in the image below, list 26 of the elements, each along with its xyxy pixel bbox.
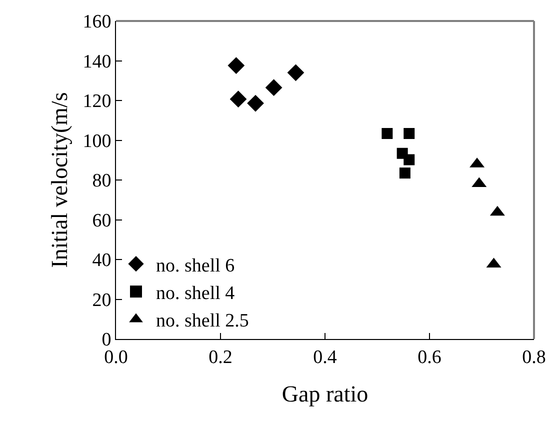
point	[287, 64, 304, 82]
y-tick-label: 80	[92, 170, 112, 192]
point	[382, 128, 393, 139]
point	[404, 154, 415, 166]
y-tick-label: 100	[82, 130, 112, 152]
y-tick-label: 140	[82, 51, 112, 72]
legend-label: no. shell 4	[156, 282, 236, 304]
y-tick-label: 40	[92, 250, 112, 272]
y-tick-label: 60	[92, 210, 112, 232]
y-tick-label: 20	[92, 290, 112, 311]
x-tick-label: 0.8	[522, 346, 546, 368]
x-axis-title: Gap ratio	[282, 381, 368, 406]
point	[228, 57, 245, 74]
point	[265, 79, 282, 96]
x-tick-label: 0.4	[313, 346, 338, 368]
point	[247, 94, 264, 112]
point	[230, 90, 247, 108]
legend-label: no. shell 2.5	[156, 310, 249, 332]
legend-label: no. shell 6	[156, 255, 235, 276]
x-tick-label: 0.6	[418, 346, 442, 368]
y-axis-title: Initial velocity(m/s	[47, 92, 72, 268]
point	[404, 128, 415, 139]
y-tick-label: 120	[82, 91, 112, 112]
y-tick-label: 160	[82, 12, 112, 33]
point	[399, 168, 410, 179]
x-tick-label: 0.2	[208, 346, 232, 368]
